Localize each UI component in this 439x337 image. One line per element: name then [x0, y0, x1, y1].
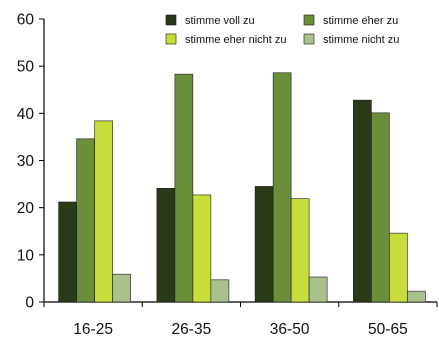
y-axis-ticks: 0 10 20 30 40 50 60: [17, 12, 44, 312]
legend-label: stimme nicht zu: [323, 34, 399, 46]
bar: [112, 273, 131, 303]
bar: [76, 138, 95, 303]
legend-swatch: [303, 33, 315, 45]
x-tick-label: 36-50: [270, 321, 310, 337]
legend: stimme voll zu stimme eher zu stimme eher …: [165, 14, 399, 46]
bar: [290, 198, 310, 303]
bar: [308, 276, 328, 303]
y-tick-label: 50: [17, 59, 35, 76]
bar: [174, 73, 194, 303]
bar: [353, 99, 372, 303]
bar: [58, 201, 77, 303]
y-tick-label: 10: [17, 247, 35, 264]
bar: [407, 290, 426, 303]
bar: [192, 194, 212, 303]
y-tick-label: 60: [17, 12, 35, 29]
legend-label: stimme eher zu: [323, 15, 398, 27]
bar: [210, 279, 230, 303]
legend-swatch: [165, 14, 177, 26]
legend-label: stimme eher nicht zu: [185, 34, 286, 46]
bar: [94, 120, 113, 303]
bar: [272, 72, 292, 303]
bar: [371, 112, 390, 303]
x-tick-label: 16-25: [73, 321, 113, 337]
bar: [254, 186, 274, 303]
bar: [156, 188, 176, 303]
y-tick-label: 0: [25, 295, 34, 312]
y-tick-label: 40: [17, 106, 35, 123]
y-tick-label: 30: [17, 153, 35, 170]
x-axis-ticks: 16-25 26-35 36-50 50-65: [43, 302, 438, 337]
legend-label: stimme voll zu: [185, 15, 255, 27]
bar: [389, 232, 408, 303]
y-tick-label: 20: [17, 200, 35, 217]
legend-swatch: [303, 14, 315, 26]
bars: [58, 72, 426, 303]
legend-swatch: [165, 33, 177, 45]
x-tick-label: 26-35: [172, 321, 212, 337]
x-tick-label: 50-65: [368, 321, 408, 337]
